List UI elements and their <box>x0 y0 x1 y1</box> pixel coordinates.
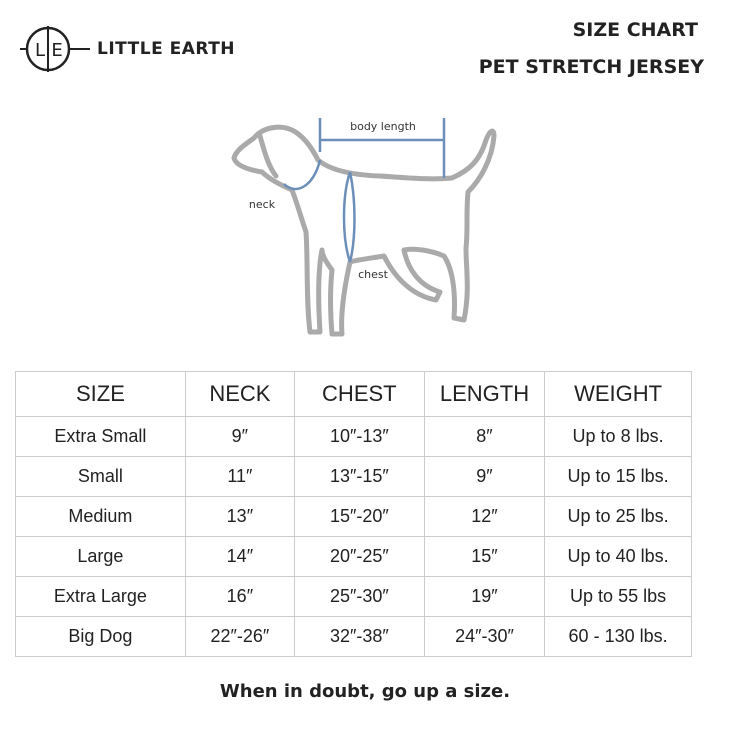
table-row: Extra Large 16″ 25″-30″ 19″ Up to 55 lbs <box>15 576 692 617</box>
table-cell: Up to 8 lbs. <box>544 416 692 457</box>
table-cell: 24″-30″ <box>423 616 546 657</box>
table-row: Extra Small 9″ 10″-13″ 8″ Up to 8 lbs. <box>15 416 692 457</box>
table-cell: 12″ <box>423 496 546 537</box>
table-cell: 19″ <box>423 576 546 617</box>
size-table: SIZE NECK CHEST LENGTH WEIGHT Extra Small 9″ 1… <box>15 371 692 657</box>
table-cell: Big Dog <box>15 616 186 657</box>
logo-right: E <box>51 40 62 61</box>
table-row: Big Dog 22″-26″ 32″-38″ 24″-30″ 60 - 130 lbs… <box>15 616 692 657</box>
table-cell: 32″-38″ <box>293 616 425 657</box>
table-cell: Medium <box>15 496 186 537</box>
column-header: WEIGHT <box>544 371 692 417</box>
dog <box>231 124 497 337</box>
table-row: Small 11″ 13″-15″ 9″ Up to 15 lbs. <box>15 456 692 497</box>
column-header: CHEST <box>293 371 425 417</box>
table-cell: Extra Large <box>15 576 186 617</box>
table-cell: Up to 55 lbs <box>544 576 692 617</box>
body-length-label: body length <box>350 120 416 133</box>
table-body: Extra Small 9″ 10″-13″ 8″ Up to 8 lbs. Small 1… <box>15 416 692 657</box>
table-row: Medium 13″ 15″-20″ 12″ Up to 25 lbs. <box>15 496 692 537</box>
table-cell: Up to 15 lbs. <box>544 456 692 497</box>
table-cell: 60 - 130 lbs. <box>544 616 692 657</box>
column-header: SIZE <box>15 371 186 417</box>
table-cell: 14″ <box>184 536 295 577</box>
table-cell: Up to 40 lbs. <box>544 536 692 577</box>
chest-label: chest <box>358 268 389 281</box>
table-row: Large 14″ 20″-25″ 15″ Up to 40 lbs. <box>15 536 692 577</box>
column-header: NECK <box>184 371 295 417</box>
table-cell: 15″-20″ <box>293 496 425 537</box>
table-cell: 16″ <box>184 576 295 617</box>
table-cell: Large <box>15 536 186 577</box>
graphics: L E body length neck chest <box>20 26 497 337</box>
table-cell: 9″ <box>184 416 295 457</box>
table-cell: 15″ <box>423 536 546 577</box>
title: SIZE CHART <box>572 19 698 41</box>
table-cell: 25″-30″ <box>293 576 425 617</box>
brand: LITTLE EARTH <box>97 39 236 59</box>
table-cell: 22″-26″ <box>184 616 295 657</box>
table-cell: 11″ <box>184 456 295 497</box>
header-row: SIZE NECK CHEST LENGTH WEIGHT <box>15 371 692 417</box>
table-cell: 13″ <box>184 496 295 537</box>
logo-left: L <box>35 40 45 61</box>
table-cell: 20″-25″ <box>293 536 425 577</box>
measure-lines <box>283 118 446 263</box>
table-cell: 9″ <box>423 456 546 497</box>
logo: L E <box>20 26 90 72</box>
table-cell: Extra Small <box>15 416 186 457</box>
subtitle: PET STRETCH JERSEY <box>478 56 704 78</box>
table-cell: 8″ <box>423 416 546 457</box>
table-cell: 10″-13″ <box>293 416 425 457</box>
neck-label: neck <box>249 198 276 211</box>
table-cell: 13″-15″ <box>293 456 425 497</box>
column-header: LENGTH <box>423 371 546 417</box>
footer: When in doubt, go up a size. <box>219 681 511 702</box>
table-cell: Up to 25 lbs. <box>544 496 692 537</box>
table-cell: Small <box>15 456 186 497</box>
